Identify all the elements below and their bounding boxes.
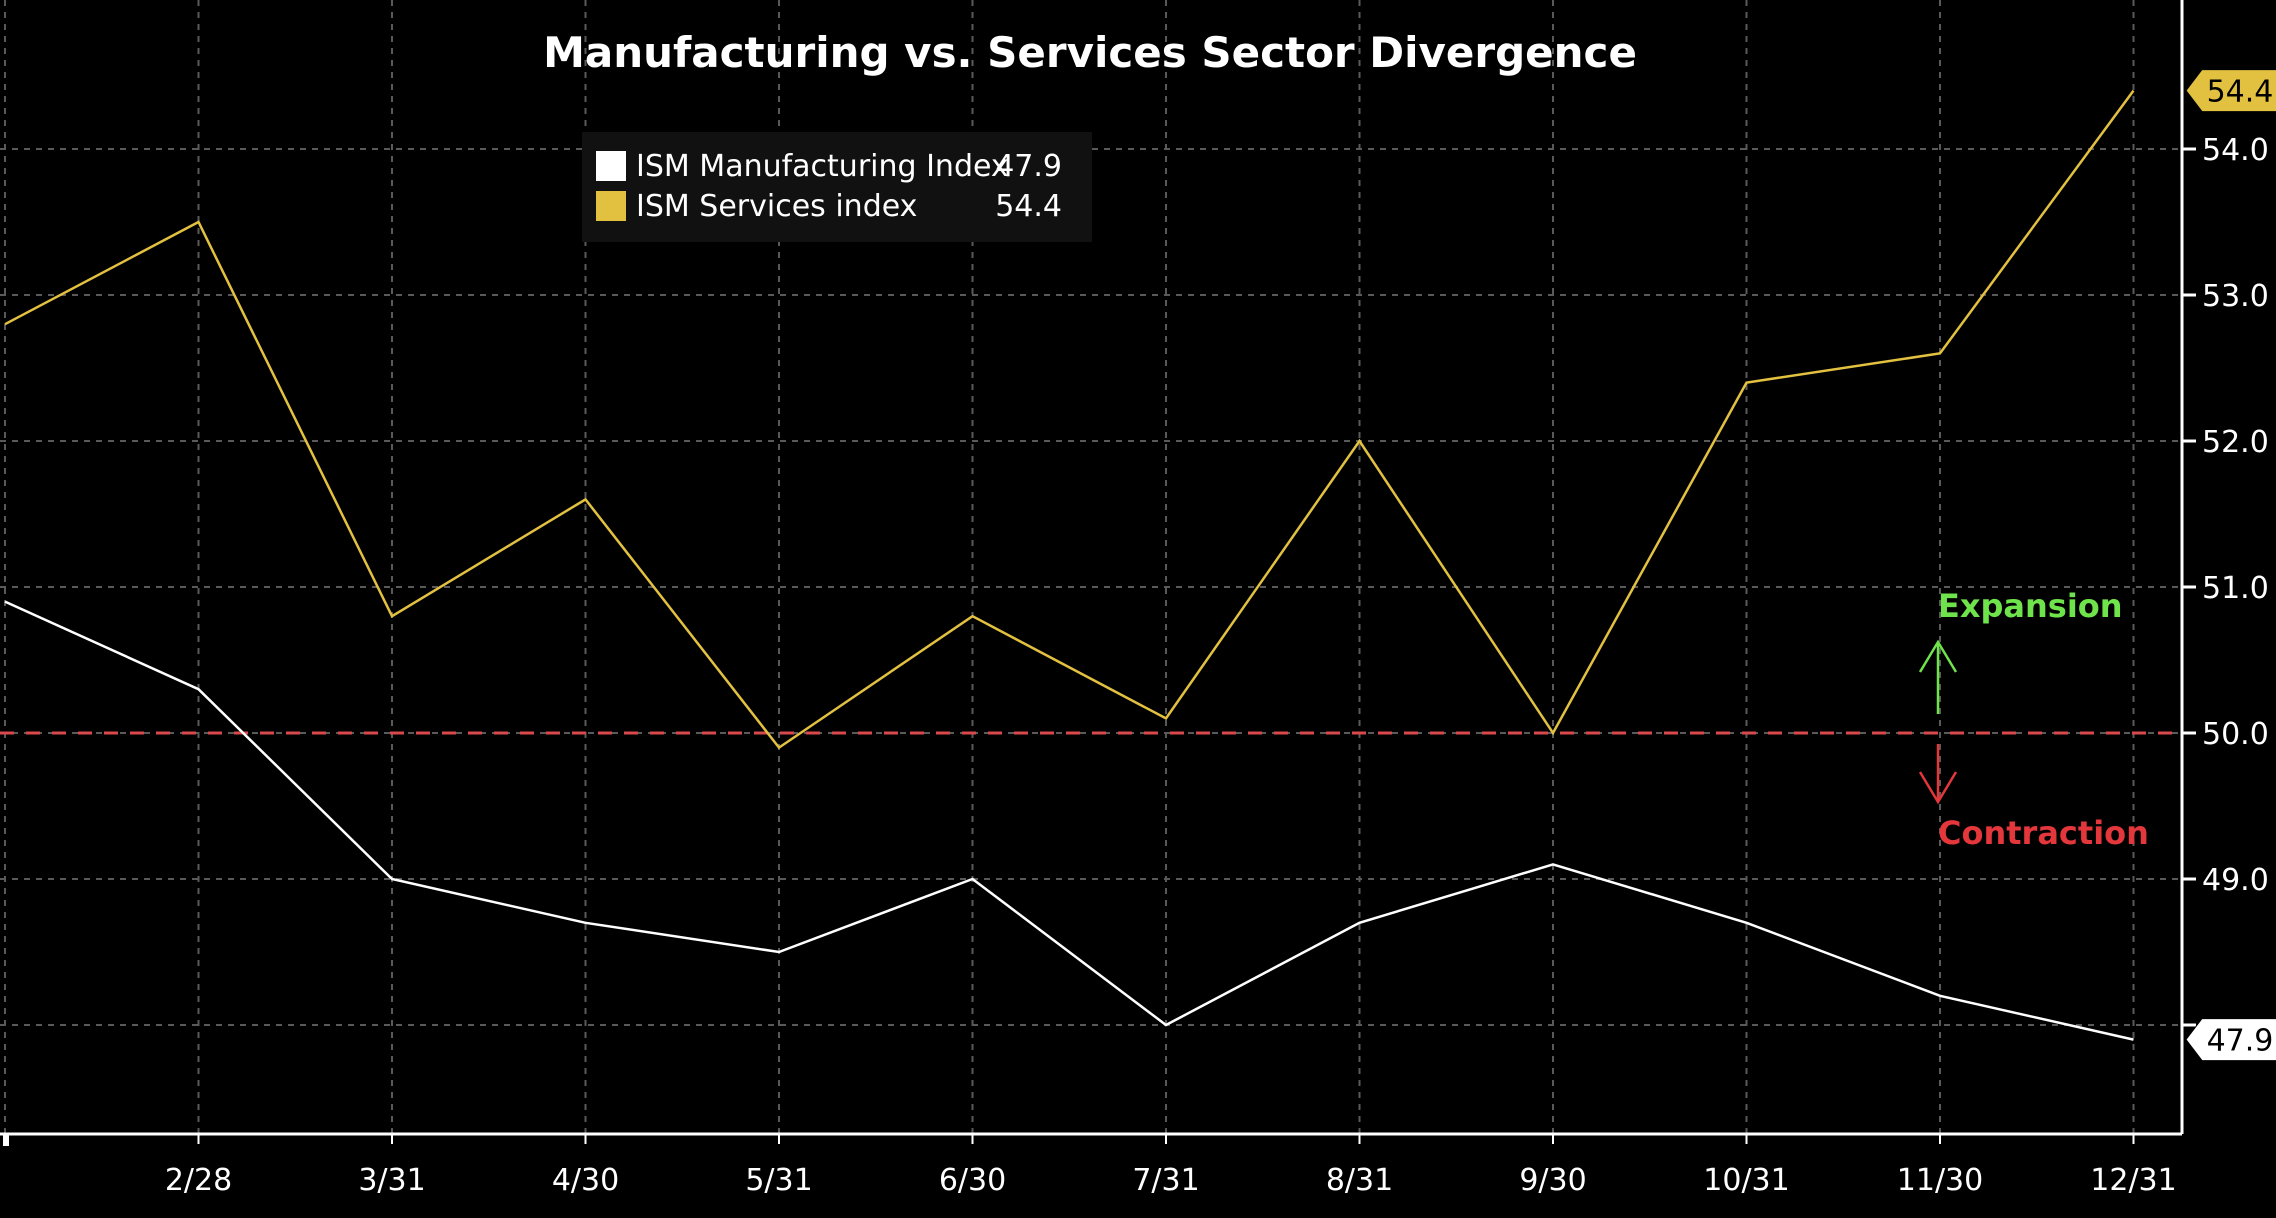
legend-swatch-manufacturing	[596, 151, 626, 181]
y-tick-label: 49.0	[2202, 863, 2269, 898]
expansion-label: Expansion	[1938, 587, 2123, 625]
x-tick-label: 12/31	[2090, 1163, 2176, 1198]
x-tick-label: 9/30	[1519, 1163, 1586, 1198]
contraction-arrowhead	[1918, 771, 1958, 805]
legend-label-services: ISM Services index	[636, 188, 918, 224]
legend: ISM Manufacturing Index 47.9 ISM Service…	[582, 132, 1092, 242]
x-tick-label: 5/31	[745, 1163, 812, 1198]
last-value-tag-bg	[2185, 1018, 2276, 1062]
y-tick-label: 52.0	[2202, 425, 2269, 460]
last-value-tag-manufacturing: 47.9	[2185, 1018, 2276, 1062]
axis-labels: 54.0 53.0 52.0 51.0 50.0 49.0 2/28 3/31 4/30 5/31…	[165, 69, 2276, 1198]
y-tick-label: 51.0	[2202, 571, 2269, 606]
last-value-tag-services: 54.4	[2185, 69, 2276, 113]
series-line-services	[4, 89, 2135, 750]
chart-title: Manufacturing vs. Services Sector Diverg…	[543, 28, 1637, 77]
legend-value-manufacturing: 47.9	[995, 148, 1062, 184]
x-tick-label: 3/31	[358, 1163, 425, 1198]
x-tick-label: 7/31	[1132, 1163, 1199, 1198]
last-value-tag-text: 47.9	[2207, 1024, 2274, 1059]
y-tick-label: 50.0	[2202, 717, 2269, 752]
legend-value-services: 54.4	[995, 188, 1062, 224]
legend-item-manufacturing: ISM Manufacturing Index 47.9	[596, 148, 1078, 184]
legend-item-services: ISM Services index 54.4	[596, 188, 1078, 224]
axes	[0, 0, 2196, 1146]
legend-swatch-services	[596, 191, 626, 221]
annotations: Expansion Contraction	[1918, 587, 2149, 852]
y-tick-label: 54.0	[2202, 133, 2269, 168]
x-tick-label: 10/31	[1703, 1163, 1789, 1198]
x-tick-label: 4/30	[552, 1163, 619, 1198]
last-value-tag-bg	[2185, 69, 2276, 113]
y-tick-label: 53.0	[2202, 279, 2269, 314]
expansion-arrowhead	[1918, 639, 1958, 673]
x-tick-label: 6/30	[939, 1163, 1006, 1198]
x-tick-label: 11/30	[1897, 1163, 1983, 1198]
legend-label-manufacturing: ISM Manufacturing Index	[636, 148, 1009, 184]
series-line-manufacturing	[4, 600, 2134, 1041]
contraction-label: Contraction	[1938, 814, 2149, 852]
x-tick-label: 8/31	[1326, 1163, 1393, 1198]
gridlines	[0, 0, 2182, 1134]
x-tick-label: 2/28	[165, 1163, 232, 1198]
series-lines	[4, 89, 2135, 1041]
last-value-tag-text: 54.4	[2207, 75, 2274, 110]
